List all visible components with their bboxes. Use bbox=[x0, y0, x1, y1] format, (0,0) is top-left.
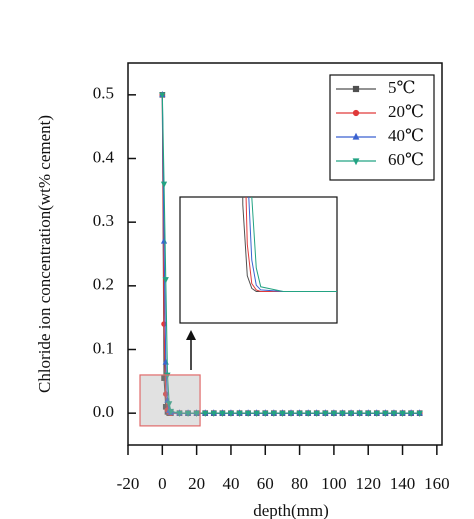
marker bbox=[210, 410, 217, 418]
marker bbox=[352, 85, 360, 93]
zoom-box bbox=[139, 374, 201, 427]
legend-label: 40℃ bbox=[388, 126, 424, 145]
marker bbox=[184, 410, 192, 418]
legend-box bbox=[329, 74, 435, 181]
marker bbox=[330, 410, 338, 418]
marker bbox=[322, 410, 329, 418]
x-tick-label: 40 bbox=[222, 474, 239, 493]
marker bbox=[347, 410, 355, 418]
x-tick-label: 160 bbox=[424, 474, 450, 493]
legend-label: 20℃ bbox=[388, 102, 424, 121]
arrow-head bbox=[186, 330, 196, 340]
marker bbox=[305, 410, 312, 418]
inset-line bbox=[248, 197, 337, 292]
plot-frame bbox=[127, 62, 443, 446]
marker bbox=[253, 410, 260, 418]
marker bbox=[236, 410, 243, 418]
marker bbox=[399, 410, 406, 418]
x-tick-label: 20 bbox=[188, 474, 205, 493]
y-tick-label: 0.5 bbox=[93, 84, 114, 103]
legend-label: 60℃ bbox=[388, 150, 424, 169]
marker bbox=[408, 410, 415, 418]
marker bbox=[270, 410, 277, 418]
marker bbox=[219, 410, 226, 418]
inset-line bbox=[245, 197, 337, 292]
marker bbox=[339, 410, 346, 418]
marker bbox=[352, 109, 360, 117]
y-tick-label: 0.0 bbox=[93, 402, 114, 421]
x-axis-label: depth(mm) bbox=[253, 501, 329, 519]
legend-label: 5℃ bbox=[388, 78, 416, 97]
x-tick-label: 60 bbox=[257, 474, 274, 493]
marker bbox=[352, 132, 360, 140]
marker bbox=[313, 410, 320, 418]
marker bbox=[160, 181, 168, 188]
marker bbox=[262, 410, 269, 418]
y-tick-label: 0.2 bbox=[93, 275, 114, 294]
x-tick-label: 120 bbox=[355, 474, 381, 493]
y-tick-label: 0.4 bbox=[93, 147, 115, 166]
marker bbox=[176, 410, 183, 418]
x-tick-label: 80 bbox=[291, 474, 308, 493]
marker bbox=[416, 410, 423, 418]
inset-area bbox=[242, 197, 337, 292]
x-tick-label: 100 bbox=[321, 474, 347, 493]
plot-area bbox=[159, 90, 423, 418]
marker bbox=[244, 410, 252, 418]
marker bbox=[166, 401, 173, 408]
y-tick-label: 0.3 bbox=[93, 211, 114, 230]
marker bbox=[356, 410, 363, 418]
y-axis-label: Chloride ion concentration(wt% cement) bbox=[35, 115, 54, 393]
inset-frame bbox=[179, 196, 338, 324]
y-tick-label: 0.1 bbox=[93, 338, 114, 357]
x-tick-label: 0 bbox=[158, 474, 167, 493]
inset-line bbox=[251, 197, 337, 292]
marker bbox=[296, 410, 303, 418]
marker bbox=[227, 410, 235, 418]
marker bbox=[202, 410, 209, 418]
marker bbox=[162, 277, 169, 284]
x-tick-label: -20 bbox=[117, 474, 140, 493]
marker bbox=[167, 408, 175, 416]
marker bbox=[279, 410, 286, 418]
marker bbox=[352, 158, 360, 166]
marker bbox=[365, 410, 372, 418]
x-tick-label: 140 bbox=[390, 474, 416, 493]
marker bbox=[159, 92, 166, 99]
marker bbox=[373, 410, 380, 418]
marker bbox=[193, 410, 200, 418]
marker bbox=[390, 410, 398, 418]
marker bbox=[287, 410, 295, 418]
marker bbox=[160, 237, 168, 244]
marker bbox=[382, 410, 389, 418]
